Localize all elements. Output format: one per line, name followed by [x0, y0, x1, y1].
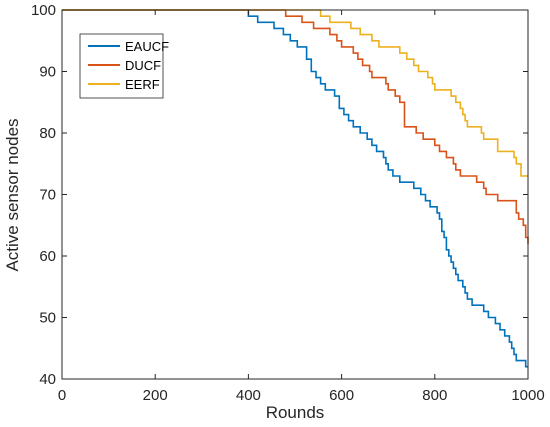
legend-label-eaucf: EAUCF	[125, 39, 169, 54]
y-tick-label: 100	[31, 2, 56, 19]
x-axis: 0 200 400 600 800 1000	[58, 10, 545, 404]
x-tick-label: 400	[236, 387, 261, 404]
x-tick-label: 200	[143, 387, 168, 404]
legend: EAUCF DUCF EERF	[79, 33, 169, 99]
legend-label-eerf: EERF	[125, 77, 160, 92]
legend-label-ducf: DUCF	[125, 58, 161, 73]
y-axis: 40 50 60 70 80 90 100	[31, 2, 528, 388]
x-axis-label: Rounds	[266, 403, 325, 422]
series-layer	[62, 9, 529, 368]
y-axis-label: Active sensor nodes	[3, 118, 22, 271]
x-tick-label: 0	[58, 387, 66, 404]
series-line-ducf	[62, 9, 529, 244]
y-tick-label: 40	[39, 371, 56, 388]
y-tick-label: 50	[39, 310, 56, 327]
y-tick-label: 90	[39, 64, 56, 81]
series-line-eaucf	[62, 9, 528, 368]
x-tick-label: 600	[329, 387, 354, 404]
y-tick-label: 80	[39, 125, 56, 142]
series-line-eerf	[62, 9, 528, 177]
y-tick-label: 60	[39, 248, 56, 265]
y-tick-label: 70	[39, 187, 56, 204]
x-tick-label: 800	[422, 387, 447, 404]
x-tick-label: 1000	[511, 387, 544, 404]
